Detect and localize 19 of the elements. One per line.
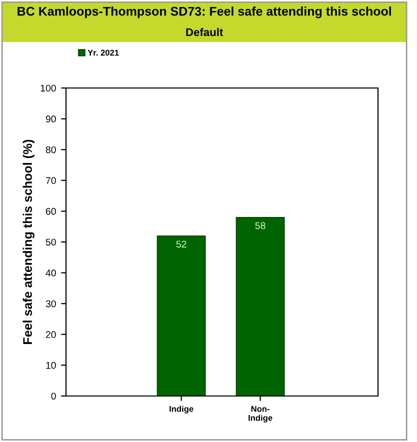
data-label: 52	[176, 240, 186, 248]
chart-title: BC Kamloops-Thompson SD73: Feel safe attending this school	[18, 6, 391, 18]
y-tick-label: 100	[40, 84, 56, 92]
data-label: 58	[255, 222, 266, 230]
y-tick-label: 60	[46, 208, 56, 215]
y-tick-label: 10	[46, 362, 56, 369]
x-tick-label: Indige	[170, 406, 194, 414]
y-tick-label: 40	[46, 270, 56, 276]
y-tick-label: 90	[46, 116, 56, 122]
y-tick-label: 30	[46, 300, 56, 308]
y-tick-label: 0	[51, 392, 56, 400]
x-tick-label: Non- Indige	[248, 406, 272, 423]
chart-subtitle: Default	[186, 28, 224, 36]
legend-label: Yr. 2021	[88, 50, 119, 56]
y-axis-title: Feel safe attending this school (%)	[22, 140, 35, 344]
y-tick-label: 70	[46, 177, 56, 184]
y-tick-label: 50	[46, 238, 56, 246]
y-tick-label: 20	[46, 331, 56, 338]
y-tick-label: 80	[46, 146, 56, 154]
